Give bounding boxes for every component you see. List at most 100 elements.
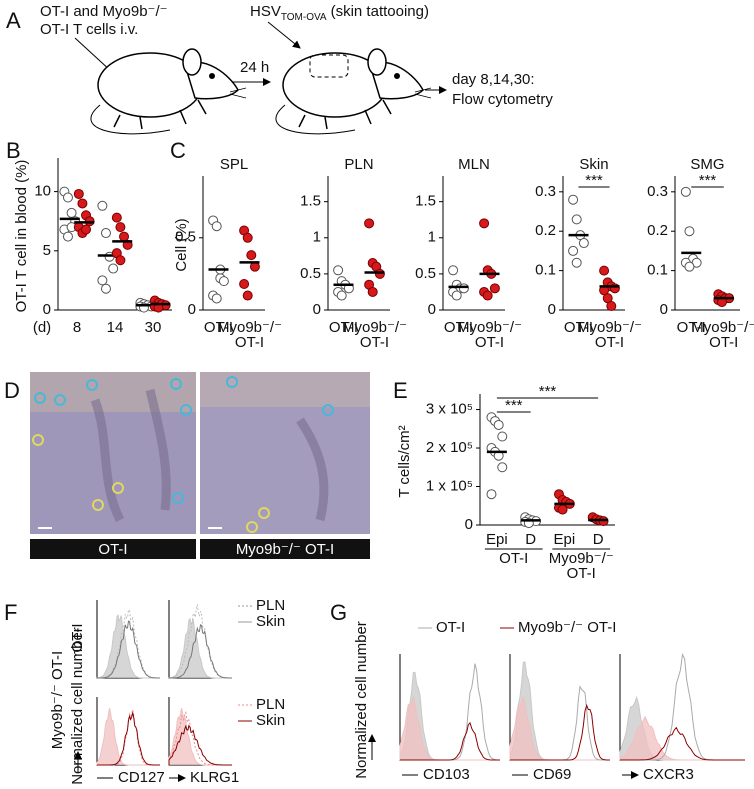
data-point: [489, 283, 500, 294]
y-tick-label: 1 x 10⁵: [426, 477, 473, 494]
caption-box: [200, 539, 370, 559]
caption: Myo9b⁻/⁻ OT-I: [236, 541, 334, 558]
data-point: [599, 265, 610, 276]
histogram: [510, 704, 610, 761]
y-tick-label: 0.3: [535, 183, 556, 200]
x-tick-label: D: [525, 531, 536, 548]
y-tick-label: 0: [465, 516, 473, 533]
data-point: [684, 261, 695, 272]
x-tick-label: OT-I: [329, 319, 358, 336]
data-point: [571, 257, 582, 268]
histogram: [168, 617, 232, 679]
data-point: [211, 221, 222, 232]
data-point: [115, 255, 126, 266]
histogram: [96, 613, 160, 679]
mouse: [275, 48, 432, 135]
row-label: OT-I: [69, 623, 86, 652]
y-label: Normalized cell number: [69, 627, 86, 785]
data-point: [367, 286, 378, 297]
y-tick-label: 0.5: [415, 265, 436, 282]
panel-letter: D: [4, 378, 20, 403]
data-point: [482, 290, 493, 301]
y-tick-label: 0.5: [300, 265, 321, 282]
data-point: [684, 226, 695, 237]
epidermis: [30, 372, 196, 412]
chart-title: SMG: [690, 156, 724, 173]
histogram: [168, 708, 232, 766]
y-label: Normalized cell number: [353, 621, 370, 779]
y-label: OT-I T cell in blood (%): [13, 160, 30, 313]
data-point: [497, 431, 508, 442]
histogram: [169, 624, 232, 679]
annotation: ***: [539, 383, 557, 400]
histogram: [97, 620, 160, 679]
y-label: Cell (%): [173, 218, 190, 271]
arrow: [267, 21, 301, 49]
data-point: [336, 290, 347, 301]
data-point: [680, 186, 691, 197]
histogram: [96, 708, 160, 766]
a-text: day 8,14,30:: [452, 71, 535, 88]
annotation: ***: [585, 172, 603, 189]
data-point: [97, 275, 108, 286]
data-point: [606, 301, 617, 312]
histogram: [399, 695, 500, 761]
x-tick-label: 8: [73, 319, 81, 336]
x-tick-label: Myo9b⁻/⁻ OT-I: [457, 319, 522, 351]
annotation: ***: [505, 397, 523, 414]
data-point: [108, 263, 119, 274]
a-text: 24 h: [240, 59, 269, 76]
legend-text: Myo9b⁻/⁻ OT-I: [518, 619, 616, 636]
legend-text: PLN: [256, 597, 285, 614]
x-tick-label: Epi: [554, 531, 576, 548]
data-point: [66, 207, 77, 218]
y-tick-label: 10: [34, 183, 51, 200]
marker-label: CD127: [118, 769, 165, 786]
data-point: [111, 212, 122, 223]
legend-text: Skin: [256, 613, 285, 630]
chart-title: SPL: [220, 156, 248, 173]
texture: [90, 388, 329, 523]
mouse: [90, 48, 247, 135]
histogram: [168, 724, 232, 766]
histogram: [509, 695, 610, 761]
legend-text: PLN: [256, 696, 285, 713]
panel-letter: A: [6, 8, 21, 33]
legend-text: Skin: [256, 712, 285, 729]
data-point: [242, 290, 253, 301]
y-tick-label: 5: [43, 242, 51, 259]
panel-letter: B: [6, 138, 21, 163]
a-text: HSVTOM-OVA (skin tattooing): [250, 3, 429, 23]
group-label: Myo9b⁻/⁻ OT-I: [549, 550, 614, 582]
x-tick-label: Myo9b⁻/⁻ OT-I: [342, 319, 407, 351]
data-point: [242, 232, 253, 243]
data-point: [451, 290, 462, 301]
data-point: [211, 293, 222, 304]
y-tick-label: 1.5: [300, 193, 321, 210]
data-point: [568, 194, 579, 205]
x-tick-label: 14: [107, 319, 124, 336]
y-tick-label: 0: [43, 301, 51, 318]
chart-title: Skin: [579, 156, 608, 173]
x-tick-label: OT-I: [677, 319, 706, 336]
x-tick-label: Myo9b⁻/⁻ OT-I: [577, 319, 642, 351]
x-label: (d): [33, 319, 51, 336]
data-point: [81, 224, 92, 235]
annotation: ***: [699, 172, 717, 189]
y-tick-label: 2 x 10⁵: [426, 439, 473, 456]
chart-title: PLN: [344, 156, 373, 173]
data-point: [218, 276, 229, 287]
a-text: Flow cytometry: [452, 91, 553, 108]
data-point: [119, 231, 130, 242]
data-point: [493, 419, 504, 430]
group-label: OT-I: [499, 550, 528, 567]
y-tick-label: 0.2: [647, 222, 668, 239]
a-text: OT-I T cells i.v.: [40, 21, 138, 38]
a-text: OT-I and Myo9b⁻/⁻: [40, 3, 168, 20]
row-label: Myo9b⁻/⁻ OT-I: [49, 651, 66, 749]
y-label: T cells/cm²: [396, 425, 413, 497]
data-point: [364, 218, 375, 229]
data-point: [486, 489, 497, 500]
data-point: [458, 283, 469, 294]
